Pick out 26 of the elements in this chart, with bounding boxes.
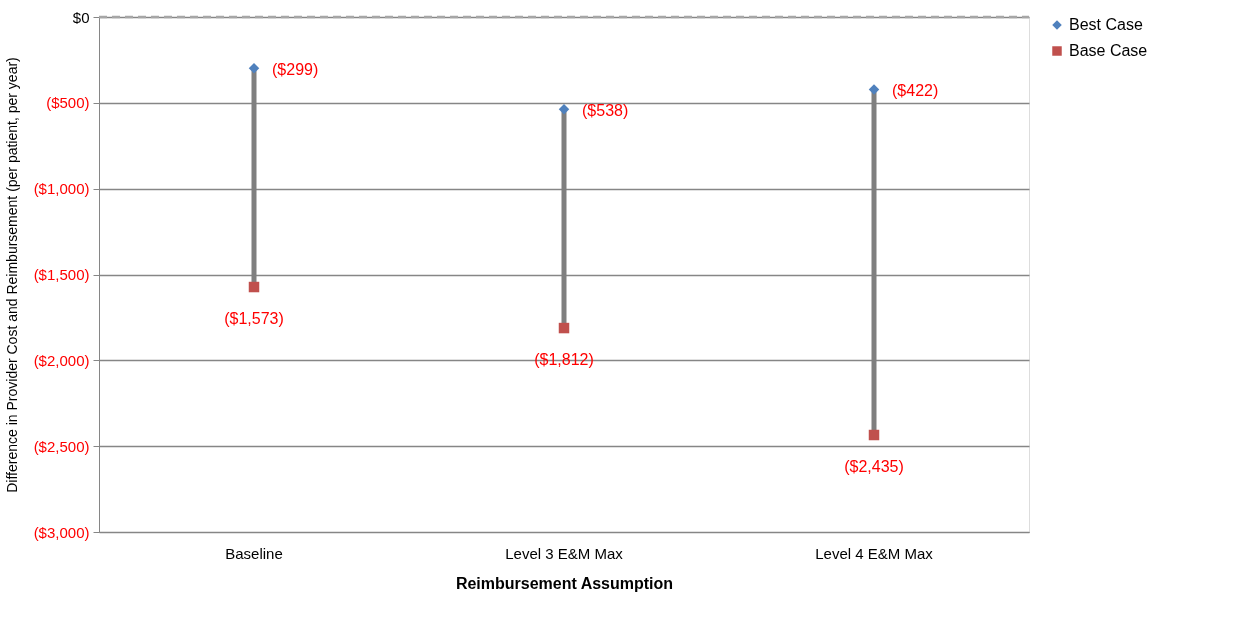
data-label: ($1,812)	[534, 351, 594, 369]
point	[558, 322, 570, 334]
point	[558, 104, 570, 115]
legend-label: Best Case	[1069, 16, 1143, 33]
legend-label: Base Case	[1069, 42, 1148, 59]
data-label: ($422)	[892, 82, 939, 100]
y-tick-label: ($500)	[46, 94, 90, 112]
data-label: ($2,435)	[844, 458, 904, 476]
point	[868, 84, 880, 95]
y-tick-label: ($2,500)	[33, 437, 90, 455]
y-tick-label: ($1,000)	[33, 180, 90, 198]
x-tick-label: Level 4 E&M Max	[815, 544, 934, 562]
x-tick-label: Level 3 E&M Max	[505, 544, 624, 562]
data-label: ($299)	[272, 61, 319, 79]
point	[248, 281, 260, 293]
y-tick-label: $0	[72, 8, 90, 26]
point	[868, 429, 880, 441]
x-axis-title: Reimbursement Assumption	[455, 574, 674, 592]
x-tick-label: Baseline	[225, 544, 283, 562]
y-tick-label: ($3,000)	[33, 523, 90, 541]
data-label: ($1,573)	[224, 310, 284, 328]
y-tick-label: ($2,000)	[33, 351, 90, 369]
data-label: ($538)	[582, 102, 629, 120]
y-axis-title: Difference in Provider Cost and Reimbursement (per patient, per year)	[3, 57, 20, 493]
y-tick-label: ($1,500)	[33, 266, 90, 283]
point	[248, 63, 260, 74]
